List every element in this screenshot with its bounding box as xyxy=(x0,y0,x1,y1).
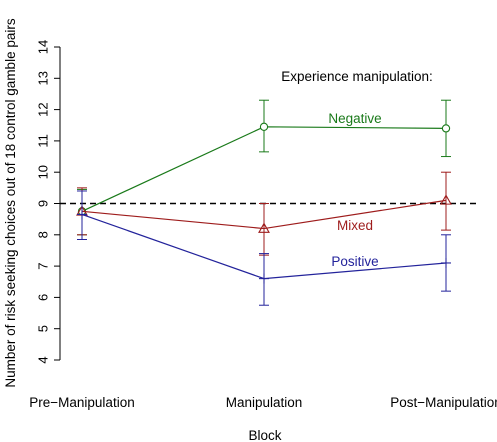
legend-title: Experience manipulation: xyxy=(281,69,433,84)
y-axis: 4 5 6 7 8 9 10 11 12 13 14 xyxy=(36,40,61,364)
y-tick-label: 7 xyxy=(36,262,51,269)
data-point xyxy=(441,257,451,268)
y-tick-label: 9 xyxy=(36,200,51,207)
data-point xyxy=(77,209,87,220)
y-tick-label: 14 xyxy=(36,40,51,54)
x-axis: Pre−Manipulation Manipulation Post−Manipul… xyxy=(29,395,497,410)
y-tick-label: 13 xyxy=(36,71,51,85)
series-label: Positive xyxy=(331,254,378,269)
series-positive: Positive xyxy=(77,190,451,306)
y-tick-label: 11 xyxy=(36,134,51,148)
y-tick-label: 4 xyxy=(36,356,51,363)
x-tick-label: Post−Manipulation xyxy=(390,395,497,410)
y-tick-label: 12 xyxy=(36,102,51,116)
data-point xyxy=(440,194,452,205)
y-tick-label: 5 xyxy=(36,325,51,332)
series-label: Negative xyxy=(328,111,381,126)
x-tick-label: Manipulation xyxy=(226,395,303,410)
data-point xyxy=(259,273,269,284)
y-tick-label: 6 xyxy=(36,294,51,301)
x-tick-label: Pre−Manipulation xyxy=(29,395,134,410)
series-negative: Negative xyxy=(77,99,451,236)
series-group: Negative Mixed Positive xyxy=(76,99,452,306)
x-axis-label: Block xyxy=(248,428,281,442)
data-point xyxy=(441,124,451,133)
y-tick-label: 8 xyxy=(36,231,51,238)
data-point xyxy=(259,122,269,131)
y-axis-label: Number of risk seeking choices out of 18… xyxy=(3,18,18,387)
y-tick-label: 10 xyxy=(36,165,51,179)
data-point xyxy=(258,222,270,233)
series-label: Mixed xyxy=(337,218,373,233)
series-mixed: Mixed xyxy=(76,171,452,256)
